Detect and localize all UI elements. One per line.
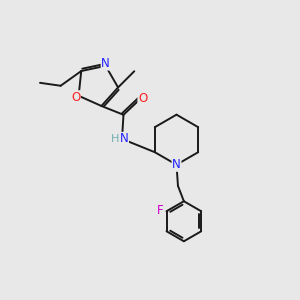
Text: N: N — [172, 158, 181, 171]
Text: O: O — [138, 92, 147, 104]
Text: F: F — [157, 204, 164, 217]
Text: O: O — [71, 91, 80, 104]
Text: N: N — [120, 132, 128, 146]
Text: N: N — [101, 57, 110, 70]
Text: H: H — [111, 134, 120, 144]
